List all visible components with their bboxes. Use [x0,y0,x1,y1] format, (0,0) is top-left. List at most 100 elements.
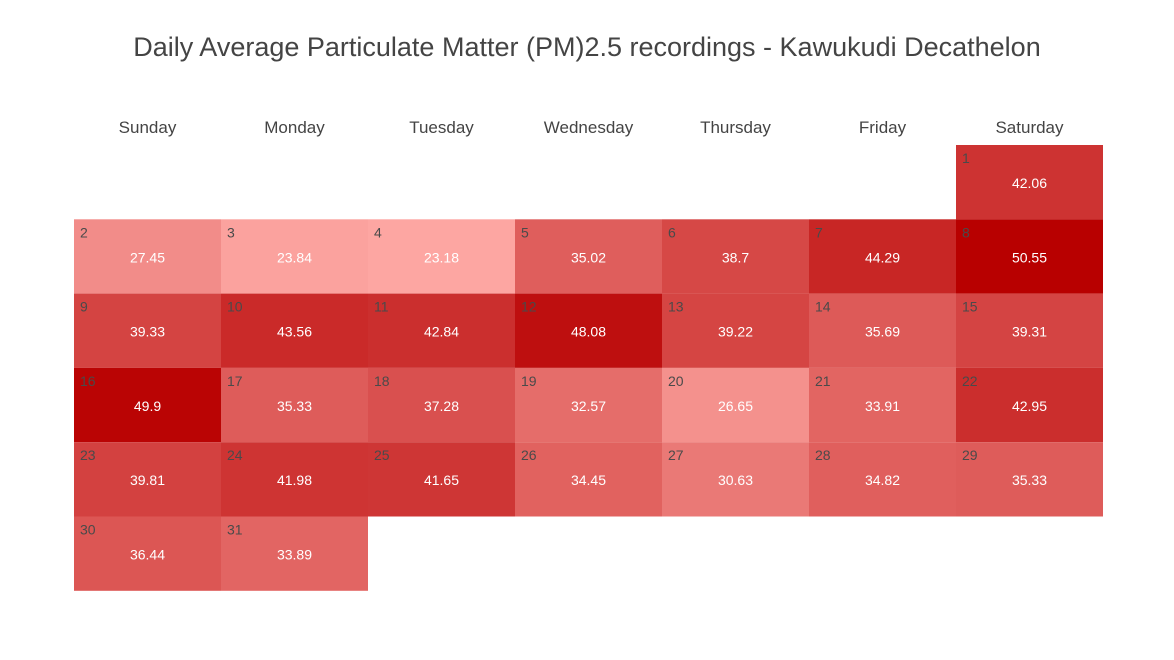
value-label: 39.31 [1012,324,1047,340]
day-number: 1 [962,150,970,166]
heatmap-cell[interactable] [74,219,221,294]
heatmap-cell[interactable] [221,293,368,368]
weekday-label-wednesday: Wednesday [544,118,634,137]
weekday-label-saturday: Saturday [995,118,1064,137]
heatmap-cell[interactable] [809,367,956,443]
value-label: 42.06 [1012,175,1047,191]
value-label: 42.95 [1012,398,1047,414]
value-label: 49.9 [134,398,161,414]
day-number: 10 [227,299,243,315]
day-number: 2 [80,224,88,240]
heatmap-cell[interactable] [221,219,368,294]
day-number: 27 [668,447,684,463]
day-number: 18 [374,373,390,389]
heatmap-cell[interactable] [809,293,956,368]
day-number: 31 [227,522,243,538]
value-label: 35.33 [1012,472,1047,488]
heatmap-cell[interactable] [368,293,515,368]
heatmap-cell[interactable] [368,219,515,294]
weekday-label-sunday: Sunday [119,118,177,137]
day-number: 29 [962,447,978,463]
weekday-label-monday: Monday [264,118,325,137]
value-label: 43.56 [277,324,312,340]
day-number: 9 [80,299,88,315]
day-number: 17 [227,373,243,389]
heatmap-cell[interactable] [809,442,956,517]
value-label: 35.02 [571,249,606,265]
day-number: 24 [227,447,243,463]
value-label: 34.82 [865,472,900,488]
heatmap-cell[interactable] [515,367,662,443]
value-label: 34.45 [571,472,606,488]
day-number: 30 [80,522,96,538]
heatmap-cell[interactable] [515,442,662,517]
heatmap-cell[interactable] [662,367,809,443]
value-label: 33.89 [277,547,312,563]
day-number: 5 [521,224,529,240]
day-number: 15 [962,299,978,315]
weekday-label-friday: Friday [859,118,907,137]
day-number: 13 [668,299,684,315]
heatmap-cell[interactable] [368,367,515,443]
value-label: 27.45 [130,249,165,265]
heatmap-cell[interactable] [74,516,221,591]
heatmap-cell[interactable] [515,219,662,294]
day-number: 14 [815,299,831,315]
value-label: 30.63 [718,472,753,488]
value-label: 35.69 [865,324,900,340]
heatmap-cell[interactable] [74,293,221,368]
value-label: 44.29 [865,249,900,265]
value-label: 35.33 [277,398,312,414]
day-number: 26 [521,447,537,463]
day-number: 25 [374,447,390,463]
day-number: 12 [521,299,537,315]
heatmap-cell[interactable] [956,293,1103,368]
value-label: 41.65 [424,472,459,488]
day-number: 23 [80,447,96,463]
heatmap-cell[interactable] [956,219,1103,294]
value-label: 23.84 [277,249,312,265]
value-label: 38.7 [722,249,749,265]
value-label: 50.55 [1012,249,1047,265]
value-label: 33.91 [865,398,900,414]
value-label: 41.98 [277,472,312,488]
heatmap-cell[interactable] [368,442,515,517]
heatmap-cell[interactable] [662,442,809,517]
heatmap-cell[interactable] [956,367,1103,443]
heatmap-cell[interactable] [221,442,368,517]
weekday-label-tuesday: Tuesday [409,118,474,137]
day-number: 11 [374,299,389,315]
day-number: 8 [962,224,970,240]
value-label: 32.57 [571,398,606,414]
chart-title: Daily Average Particulate Matter (PM)2.5… [133,32,1041,62]
day-number: 22 [962,373,978,389]
value-label: 39.33 [130,324,165,340]
heatmap-cell[interactable] [956,442,1103,517]
heatmap-cell[interactable] [662,219,809,294]
day-number: 7 [815,224,823,240]
value-label: 39.81 [130,472,165,488]
heatmap-cell[interactable] [515,293,662,368]
heatmap-cell[interactable] [221,367,368,443]
value-label: 26.65 [718,398,753,414]
day-number: 20 [668,373,684,389]
day-number: 6 [668,224,676,240]
day-number: 21 [815,373,831,389]
heatmap-cell[interactable] [956,145,1103,220]
value-label: 42.84 [424,324,459,340]
heatmap-cell[interactable] [809,219,956,294]
value-label: 37.28 [424,398,459,414]
day-number: 4 [374,224,382,240]
heatmap-cell[interactable] [662,293,809,368]
heatmap-cell[interactable] [74,367,221,443]
heatmap-cell[interactable] [221,516,368,591]
heatmap-cell[interactable] [74,442,221,517]
value-label: 36.44 [130,547,165,563]
day-number: 19 [521,373,537,389]
weekday-label-thursday: Thursday [700,118,771,137]
value-label: 23.18 [424,249,459,265]
value-label: 48.08 [571,324,606,340]
day-number: 28 [815,447,831,463]
day-number: 3 [227,224,235,240]
